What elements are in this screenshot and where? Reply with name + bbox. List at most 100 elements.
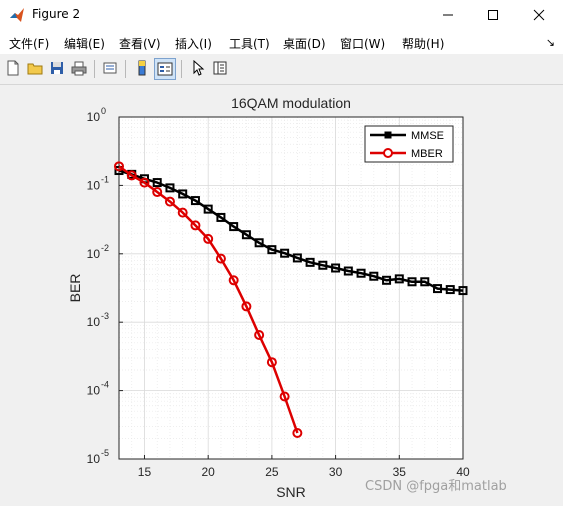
minimize-button[interactable]	[425, 0, 471, 30]
data-point-mber	[203, 233, 214, 244]
data-point-mmse	[433, 284, 443, 294]
menu-bar: 文件(F) 编辑(E) 查看(V) 插入(I) 工具(T) 桌面(D) 窗口(W…	[0, 30, 563, 54]
plot-area	[119, 117, 463, 459]
data-point-mmse	[292, 253, 302, 263]
series-line-mber	[118, 165, 299, 434]
chart-title: 16QAM modulation	[231, 95, 351, 111]
data-point-mmse	[356, 268, 366, 278]
legend-icon[interactable]	[154, 58, 176, 80]
link-axes-icon[interactable]	[100, 58, 120, 78]
y-tick-exponent: 0	[101, 106, 106, 116]
data-point-mmse	[420, 277, 430, 287]
data-point-mber	[266, 357, 277, 368]
y-tick-exponent: -4	[101, 380, 109, 390]
y-axis-label: BER	[67, 274, 83, 303]
figure-canvas: 15 20 25 30 35 40 10 0 10 -1 10 -2 10 -3 10 -4 10 -5 16QA…	[0, 85, 563, 503]
data-point-mber	[279, 391, 290, 402]
data-point-mmse	[343, 266, 353, 276]
menu-window[interactable]: 窗口(W)	[340, 37, 386, 51]
data-point-mmse	[458, 286, 468, 296]
data-point-mmse	[369, 271, 379, 281]
x-tick-label: 25	[265, 465, 279, 479]
legend-box	[364, 125, 454, 163]
data-point-mber	[228, 275, 239, 286]
data-point-mber	[126, 170, 137, 181]
data-point-mmse	[190, 196, 200, 206]
title-bar: Figure 2	[0, 0, 563, 30]
new-figure-icon[interactable]	[3, 58, 23, 78]
open-file-icon[interactable]	[25, 58, 45, 78]
minimize-icon	[443, 14, 453, 16]
data-point-mber	[215, 253, 226, 264]
data-point-mmse	[382, 275, 392, 285]
legend-marker-square-icon	[384, 131, 392, 139]
series-line-mmse	[118, 169, 464, 292]
legend[interactable]: MMSE MBER	[364, 125, 454, 163]
y-tick-exponent: -5	[101, 448, 109, 458]
menu-help[interactable]: 帮助(H)	[402, 37, 445, 51]
data-point-mber	[164, 196, 175, 207]
x-tick-label: 30	[329, 465, 343, 479]
x-axis-label: SNR	[276, 484, 306, 500]
y-tick-label: 10	[87, 315, 101, 329]
series-group	[114, 161, 468, 438]
data-point-mber	[190, 220, 201, 231]
figure-toolbar	[0, 54, 563, 85]
data-point-mmse	[407, 277, 417, 287]
y-tick-exponent: -1	[101, 174, 109, 184]
y-tick-label: 10	[87, 452, 101, 466]
data-point-mmse	[318, 260, 328, 270]
data-point-mmse	[165, 183, 175, 193]
colorbar-icon[interactable]	[132, 58, 152, 78]
y-tick-exponent: -3	[101, 311, 109, 321]
matlab-logo-icon	[10, 8, 24, 22]
legend-label-mber: MBER	[411, 148, 443, 160]
dock-arrow-icon[interactable]: ↘	[545, 36, 555, 49]
data-point-mmse	[178, 189, 188, 199]
y-tick-label: 10	[87, 178, 101, 192]
maximize-icon	[488, 10, 498, 20]
data-point-mmse	[216, 212, 226, 222]
watermark: CSDN @fpga和matlab	[365, 479, 507, 494]
data-point-mber	[292, 427, 303, 438]
menu-insert[interactable]: 插入(I)	[175, 37, 212, 51]
x-tick-label: 35	[393, 465, 407, 479]
data-point-mmse	[280, 248, 290, 258]
y-tick-label: 10	[87, 384, 101, 398]
x-tick-label: 20	[202, 465, 216, 479]
property-inspector-icon[interactable]	[210, 58, 230, 78]
data-point-mmse	[203, 204, 213, 214]
toolbar-separator	[181, 60, 182, 78]
menu-edit[interactable]: 编辑(E)	[64, 37, 105, 51]
data-point-mmse	[305, 257, 315, 267]
menu-tools[interactable]: 工具(T)	[229, 37, 270, 51]
data-point-mber	[114, 161, 124, 172]
legend-marker-circle-icon	[383, 148, 393, 158]
data-point-mmse	[267, 245, 277, 255]
data-point-mber	[152, 187, 163, 198]
pointer-icon[interactable]	[188, 58, 208, 78]
legend-label-mmse: MMSE	[411, 130, 444, 142]
close-button[interactable]	[516, 0, 562, 30]
data-point-mber	[241, 301, 252, 312]
x-tick-label: 40	[456, 465, 470, 479]
save-icon[interactable]	[47, 58, 67, 78]
toolbar-separator	[125, 60, 126, 78]
y-tick-label: 10	[87, 247, 101, 261]
menu-view[interactable]: 查看(V)	[119, 37, 161, 51]
data-point-mmse	[229, 222, 239, 232]
maximize-button[interactable]	[470, 0, 516, 30]
data-point-mmse	[331, 263, 341, 273]
y-tick-label: 10	[87, 110, 101, 124]
data-point-mber	[254, 329, 265, 340]
close-icon	[533, 9, 545, 21]
menu-desktop[interactable]: 桌面(D)	[283, 37, 326, 51]
y-tick-exponent: -2	[101, 243, 109, 253]
menu-file[interactable]: 文件(F)	[9, 37, 50, 51]
data-point-mmse	[445, 285, 455, 295]
data-point-mber	[139, 177, 150, 188]
print-icon[interactable]	[69, 58, 89, 78]
x-tick-label: 15	[138, 465, 152, 479]
